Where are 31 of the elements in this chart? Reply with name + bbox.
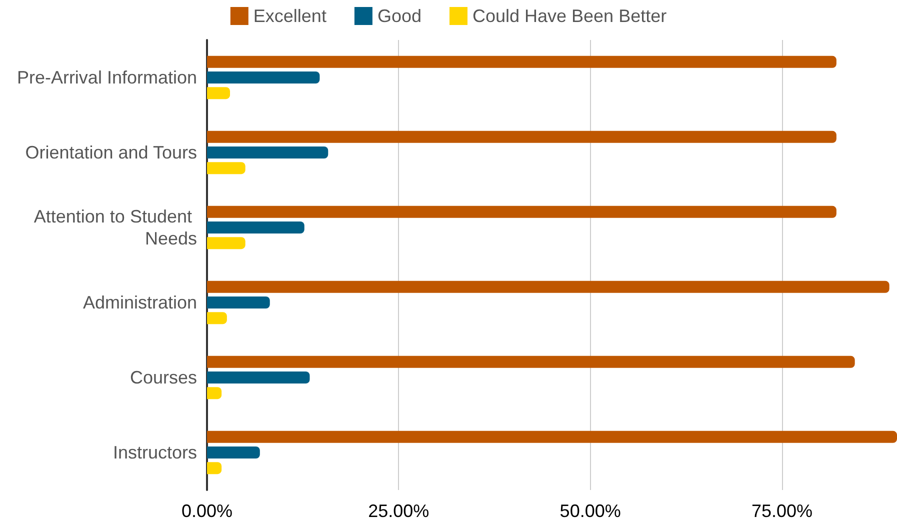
bar [207,222,304,234]
bar [207,372,310,384]
bar [207,206,836,218]
y-tick-label: Administration [82,292,197,312]
bar [207,56,836,68]
y-tick-label: Attention to Student Needs [34,206,197,248]
bar [207,296,270,308]
y-tick-label: Courses [130,368,197,388]
bar [207,446,260,458]
bar [207,280,890,293]
bar [207,130,836,143]
bar [207,146,328,158]
x-tick-label: 25.00% [368,501,430,521]
bar [207,462,222,474]
x-tick-label: 75.00% [751,501,813,521]
y-tick-label: Instructors [112,442,197,462]
bar [207,72,320,84]
legend-label: Could Have Been Better [472,6,667,26]
y-tick-label: Pre-Arrival Information [16,68,197,88]
legend-label: Excellent [253,6,326,26]
bar [207,162,246,174]
bar [207,312,227,324]
legend-label: Good [377,6,422,26]
bar [207,237,246,250]
bar [207,430,897,443]
bar [207,387,222,400]
x-tick-label: 0.00% [181,501,233,521]
x-tick-label: 50.00% [560,501,621,521]
y-tick-label: Orientation and Tours [25,142,197,162]
bar [207,87,230,100]
bar [207,356,855,368]
